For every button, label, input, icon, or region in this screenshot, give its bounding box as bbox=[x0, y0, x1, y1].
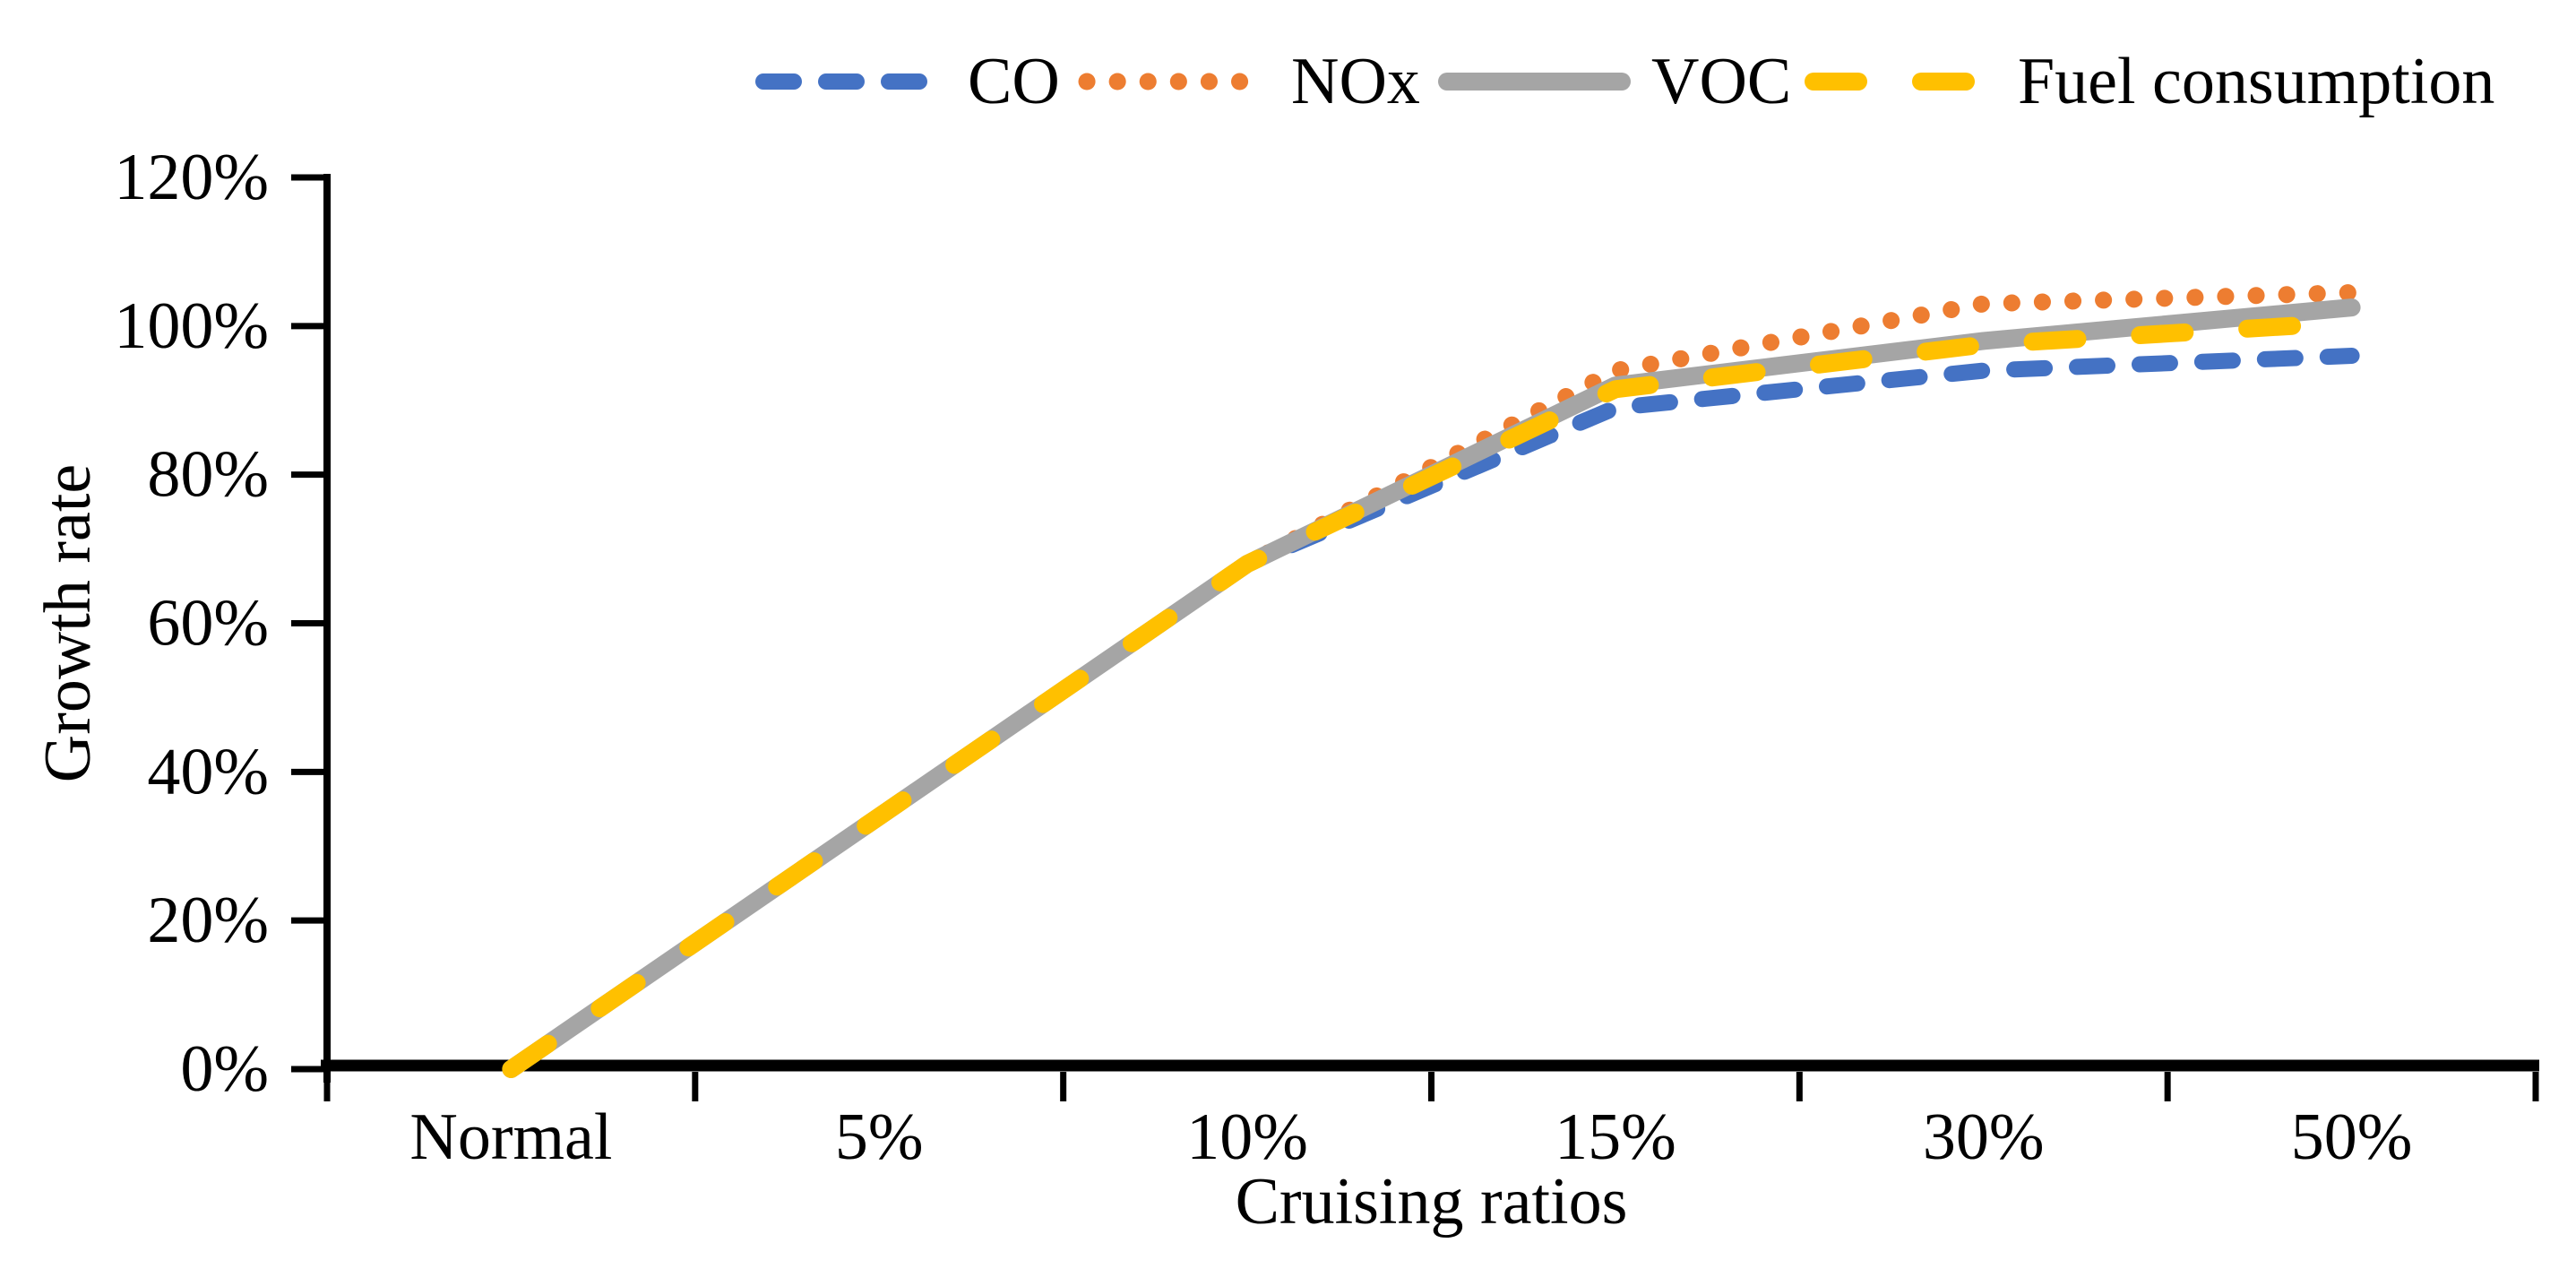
y-tick-label: 40% bbox=[147, 735, 269, 808]
legend-label-voc: VOC bbox=[1651, 45, 1791, 118]
series-line-fuel-consumption bbox=[502, 313, 2361, 1078]
x-category-label: 10% bbox=[1186, 1100, 1308, 1174]
legend-label-fuel-consumption: Fuel consumption bbox=[2018, 45, 2494, 118]
y-tick-label: 100% bbox=[114, 289, 269, 363]
x-category-label: Normal bbox=[409, 1100, 612, 1174]
x-axis-title: Cruising ratios bbox=[1236, 1165, 1628, 1239]
legend-item-nox: NOx bbox=[1078, 45, 1420, 118]
y-tick-label: 60% bbox=[147, 587, 269, 660]
y-tick-label: 80% bbox=[147, 438, 269, 512]
series-line-voc bbox=[502, 298, 2361, 1078]
legend-label-co: CO bbox=[968, 45, 1060, 118]
x-category-label: 5% bbox=[835, 1100, 924, 1174]
legend-item-fuel-consumption: Fuel consumption bbox=[1805, 45, 2494, 118]
legend-label-nox: NOx bbox=[1291, 45, 1420, 118]
y-tick-label: 120% bbox=[114, 141, 269, 214]
legend-item-voc: VOC bbox=[1438, 45, 1791, 118]
x-category-label: 30% bbox=[1923, 1100, 2045, 1174]
legend-item-co: CO bbox=[755, 45, 1060, 118]
y-axis-title: Growth rate bbox=[31, 464, 105, 782]
series-line-nox bbox=[502, 284, 2361, 1078]
y-tick-label: 20% bbox=[147, 884, 269, 957]
y-tick-label: 0% bbox=[180, 1032, 269, 1106]
x-category-label: 15% bbox=[1555, 1100, 1676, 1174]
x-category-label: 50% bbox=[2291, 1100, 2413, 1174]
